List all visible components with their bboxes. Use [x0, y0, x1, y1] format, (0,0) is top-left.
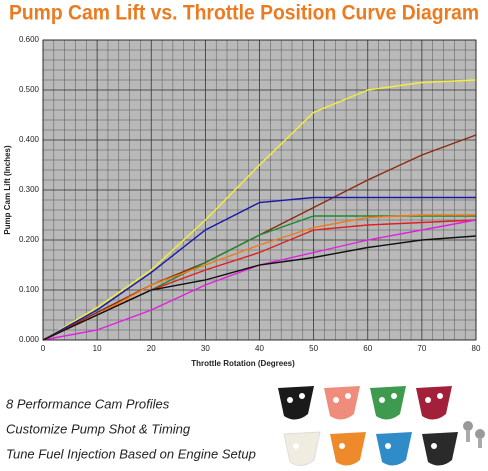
series-lines — [42, 79, 477, 341]
x-tick-label: 20 — [147, 344, 156, 353]
cam-images — [278, 386, 485, 466]
x-tick-label: 30 — [201, 344, 210, 353]
x-tick-label: 40 — [255, 344, 264, 353]
feature-text: Tune Fuel Injection Based on Engine Setu… — [6, 446, 256, 461]
series-line — [42, 214, 476, 341]
series-line — [42, 235, 477, 341]
y-tick-label: 0.600 — [19, 35, 40, 44]
x-tick-label: 10 — [93, 344, 102, 353]
series-line — [42, 79, 477, 341]
x-tick-label: 80 — [472, 344, 481, 353]
y-tick-label: 0.200 — [19, 235, 40, 244]
feature-text: Customize Pump Shot & Timing — [6, 421, 191, 436]
x-tick-label: 50 — [309, 344, 318, 353]
x-tick-label: 0 — [41, 344, 46, 353]
y-tick-label: 0.100 — [19, 285, 40, 294]
series-line — [42, 196, 476, 341]
chart-title: Pump Cam Lift vs. Throttle Position Curv… — [9, 2, 479, 25]
x-tick-label: 60 — [363, 344, 372, 353]
y-axis-label: Pump Cam Lift (Inches) — [3, 145, 12, 235]
y-tick-label: 0.300 — [19, 185, 40, 194]
feature-text: 8 Performance Cam Profiles — [6, 396, 170, 411]
x-axis-label: Throttle Rotation (Degrees) — [191, 359, 295, 368]
x-tick-label: 70 — [417, 344, 426, 353]
y-tick-label: 0.000 — [19, 335, 40, 344]
plot-border — [42, 39, 477, 341]
y-tick-label: 0.500 — [19, 85, 40, 94]
y-tick-label: 0.400 — [19, 135, 40, 144]
